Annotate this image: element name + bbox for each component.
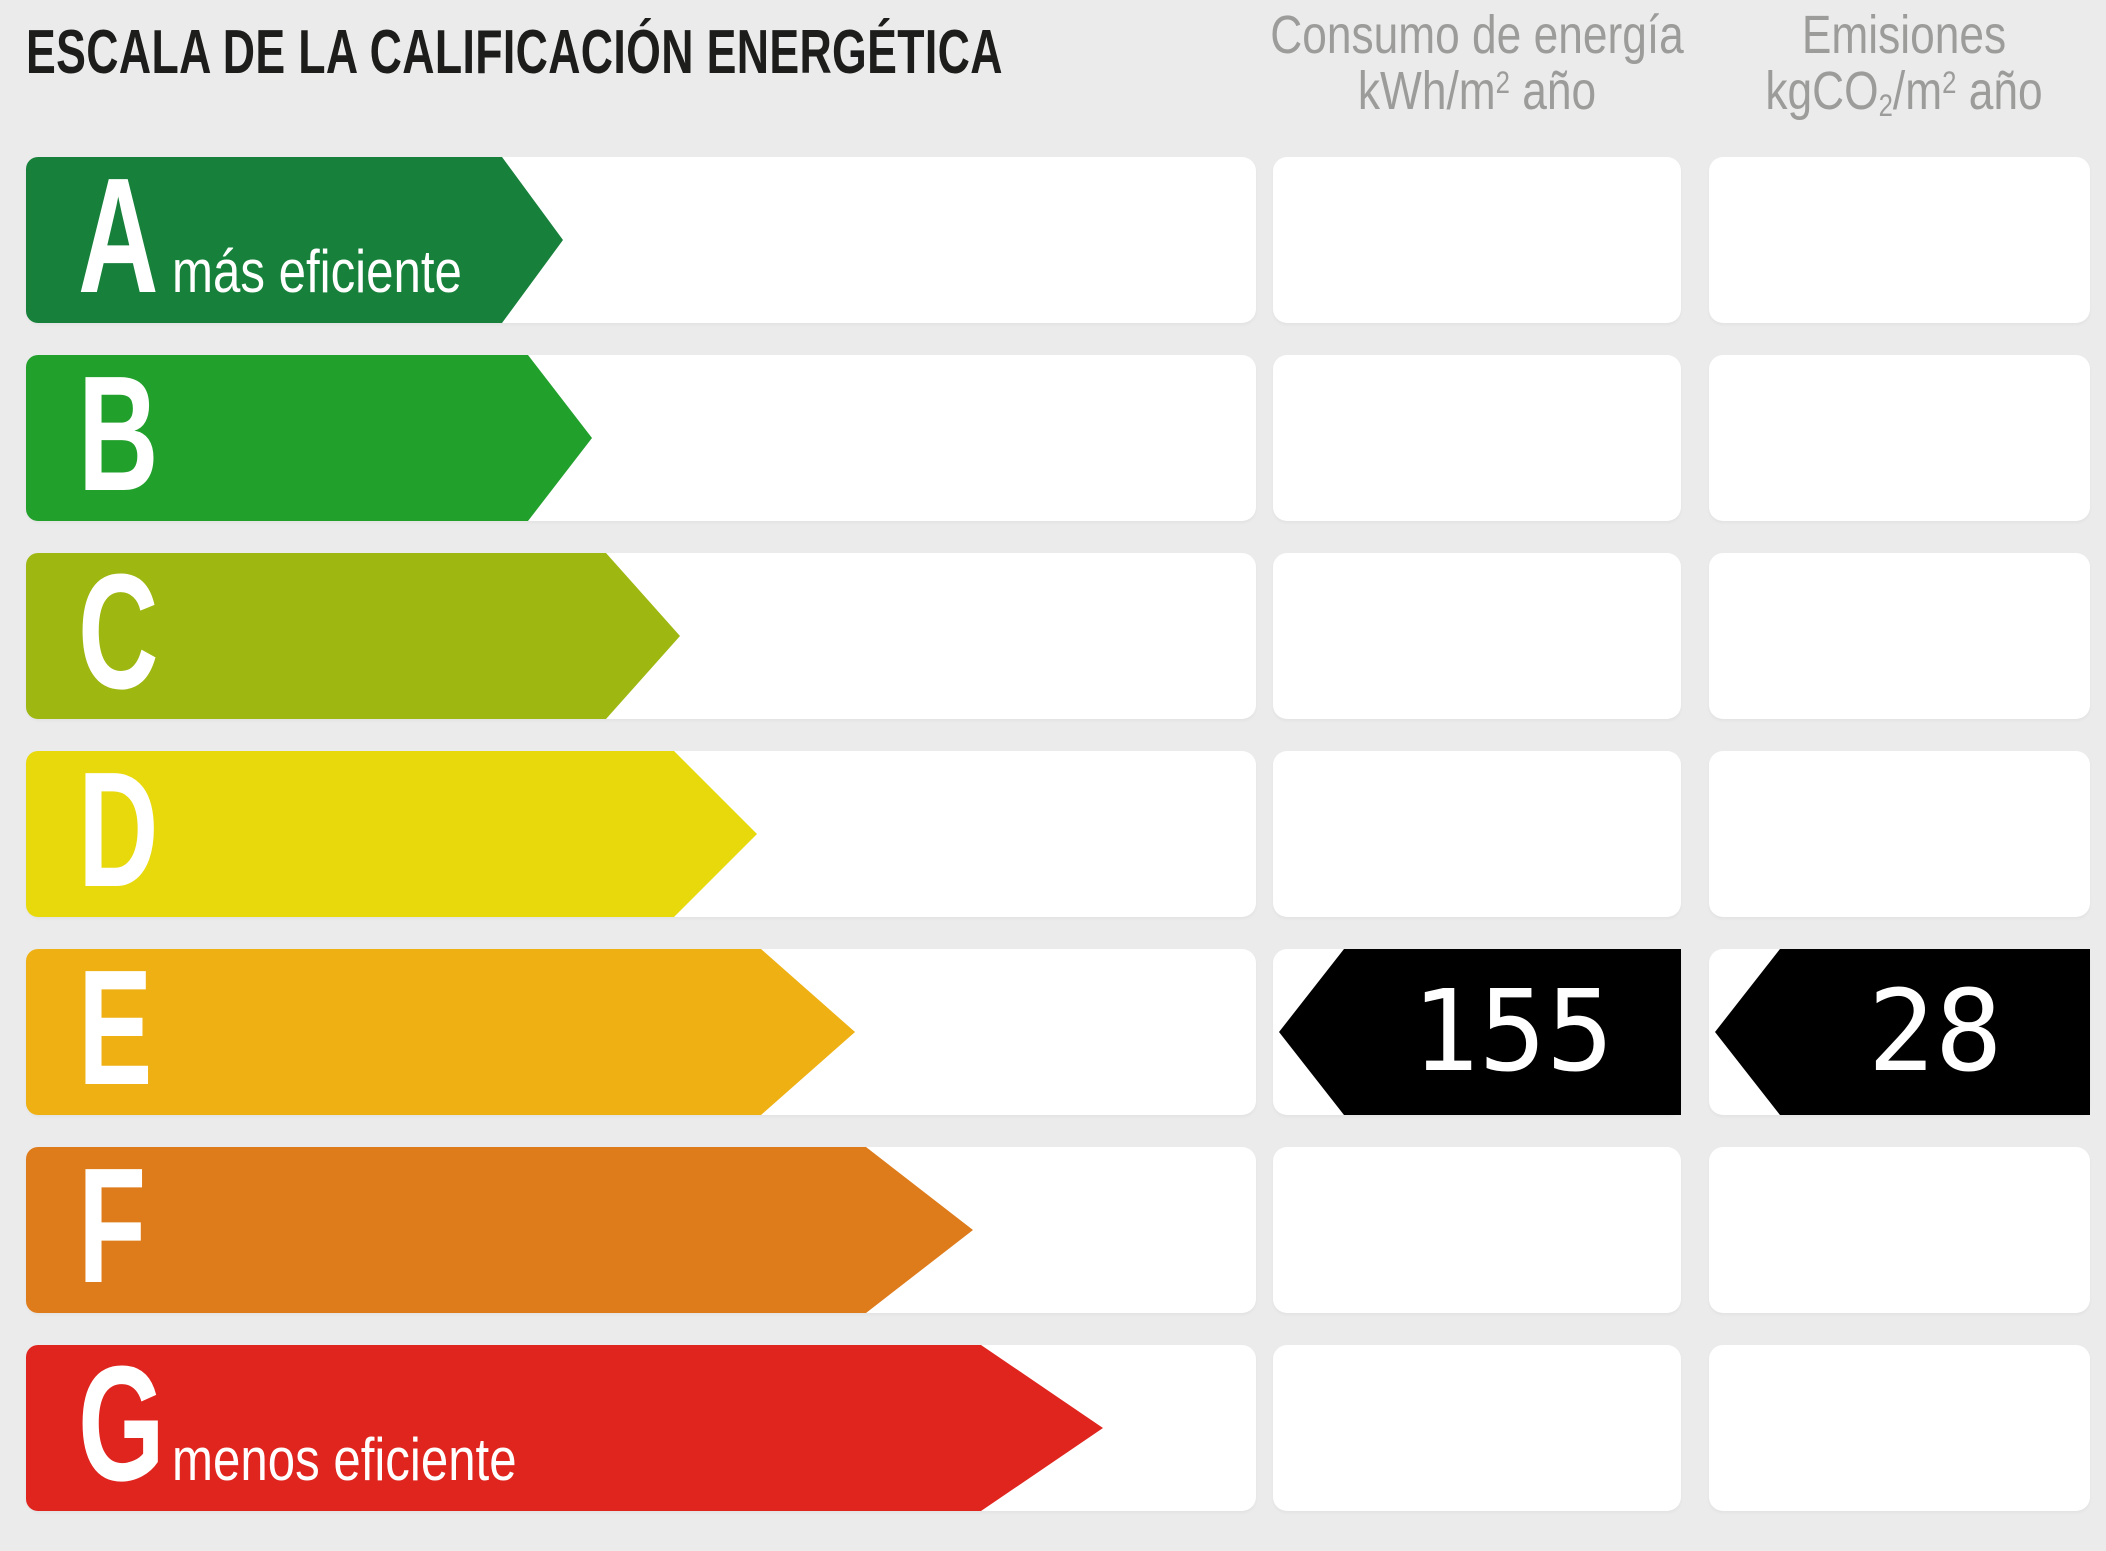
consumption-column-header: Consumo de energía kWh/m2 año — [1247, 7, 1706, 127]
consumption-cell-B — [1273, 355, 1681, 521]
consumption-rating-badge: 155 — [1279, 949, 1681, 1115]
emissions-rating-badge: 28 — [1715, 949, 2090, 1115]
consumption-cell-F — [1273, 1147, 1681, 1313]
band-arrow-F: F — [26, 1134, 973, 1317]
band-arrow-G: G menos eficiente — [26, 1332, 1103, 1515]
emissions-cell-G — [1709, 1345, 2090, 1511]
band-note: menos eficiente — [172, 1426, 517, 1493]
consumption-cell-G — [1273, 1345, 1681, 1511]
emissions-value: 28 — [1867, 967, 2003, 1097]
emissions-cell-A — [1709, 157, 2090, 323]
band-row-D: D — [0, 738, 2106, 921]
band-letter: A — [78, 144, 159, 327]
band-letter: E — [78, 936, 153, 1119]
emissions-column-header: Emisiones kgCO2/m2 año — [1674, 7, 2106, 127]
consumption-header-unit: kWh/m2 año — [1357, 61, 1597, 121]
band-arrow-B: B — [26, 342, 592, 525]
band-row-F: F — [0, 1134, 2106, 1317]
emissions-cell-E: 28 — [1709, 949, 2090, 1115]
chart-title: ESCALA DE LA CALIFICACIÓN ENERGÉTICA — [26, 18, 1003, 87]
band-row-C: C — [0, 540, 2106, 723]
band-row-A: A más eficiente — [0, 144, 2106, 327]
consumption-header-line1: Consumo de energía — [1270, 5, 1684, 65]
emissions-cell-F — [1709, 1147, 2090, 1313]
band-row-G: G menos eficiente — [0, 1332, 2106, 1515]
consumption-cell-C — [1273, 553, 1681, 719]
consumption-cell-E: 155 — [1273, 949, 1681, 1115]
band-note: más eficiente — [172, 238, 462, 305]
band-arrow-A: A más eficiente — [26, 144, 563, 327]
band-arrow-E: E — [26, 936, 855, 1119]
consumption-cell-A — [1273, 157, 1681, 323]
band-row-E: 155 28 E — [0, 936, 2106, 1119]
emissions-cell-B — [1709, 355, 2090, 521]
band-letter: G — [78, 1332, 165, 1515]
emissions-header-unit: kgCO2/m2 año — [1765, 61, 2043, 123]
consumption-cell-D — [1273, 751, 1681, 917]
band-arrow-C: C — [26, 540, 680, 723]
band-row-B: B — [0, 342, 2106, 525]
band-letter: C — [78, 540, 159, 723]
emissions-cell-D — [1709, 751, 2090, 917]
consumption-value: 155 — [1411, 967, 1614, 1097]
band-letter: D — [78, 738, 159, 921]
emissions-cell-C — [1709, 553, 2090, 719]
emissions-header-line1: Emisiones — [1801, 5, 2007, 65]
band-letter: B — [78, 342, 159, 525]
band-arrow-D: D — [26, 738, 757, 921]
band-letter: F — [78, 1134, 147, 1317]
